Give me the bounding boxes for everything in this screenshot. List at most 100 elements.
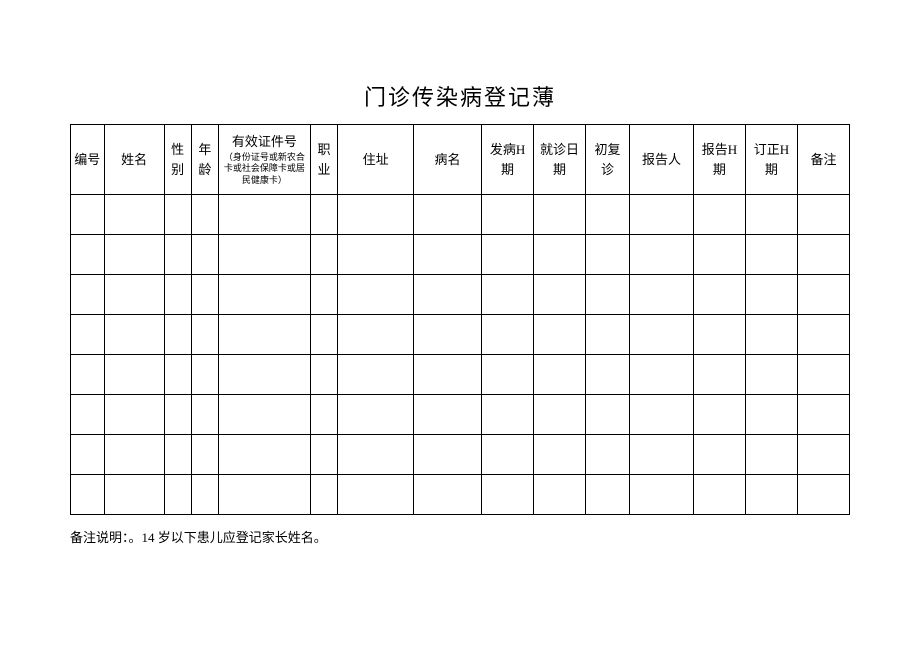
table-cell [104, 435, 164, 475]
table-cell [534, 235, 586, 275]
table-cell [482, 275, 534, 315]
table-cell [534, 435, 586, 475]
table-row [71, 315, 850, 355]
table-cell [534, 355, 586, 395]
table-cell [104, 475, 164, 515]
table-cell [797, 315, 849, 355]
table-cell [693, 275, 745, 315]
table-cell [310, 435, 337, 475]
table-cell [104, 395, 164, 435]
table-cell [745, 195, 797, 235]
table-cell [414, 315, 482, 355]
col-header-idnum: 有效证件号 （身份证号或新农合卡或社会保障卡或居民健康卡） [218, 125, 310, 195]
table-row [71, 475, 850, 515]
table-cell [218, 275, 310, 315]
table-cell [482, 315, 534, 355]
col-header-name: 姓名 [104, 125, 164, 195]
table-cell [104, 315, 164, 355]
table-cell [482, 195, 534, 235]
table-cell [104, 195, 164, 235]
table-cell [104, 235, 164, 275]
table-cell [310, 235, 337, 275]
table-cell [191, 475, 218, 515]
table-cell [797, 395, 849, 435]
table-cell [797, 195, 849, 235]
table-cell [585, 475, 629, 515]
table-cell [693, 475, 745, 515]
table-cell [745, 315, 797, 355]
table-cell [534, 395, 586, 435]
table-cell [629, 395, 693, 435]
table-cell [797, 355, 849, 395]
table-cell [191, 315, 218, 355]
table-cell [310, 355, 337, 395]
table-cell [164, 315, 191, 355]
table-cell [693, 315, 745, 355]
table-cell [338, 355, 414, 395]
col-header-gender: 性别 [164, 125, 191, 195]
table-row [71, 395, 850, 435]
table-cell [693, 395, 745, 435]
table-cell [164, 435, 191, 475]
table-cell [745, 475, 797, 515]
table-cell [104, 355, 164, 395]
table-cell [191, 395, 218, 435]
table-cell [629, 315, 693, 355]
col-header-reporter: 报告人 [629, 125, 693, 195]
table-cell [338, 315, 414, 355]
table-cell [71, 435, 105, 475]
table-cell [71, 395, 105, 435]
page-title: 门诊传染病登记薄 [70, 80, 850, 112]
col-header-onset: 发病H期 [482, 125, 534, 195]
table-cell [482, 435, 534, 475]
table-cell [797, 235, 849, 275]
table-cell [338, 395, 414, 435]
col-header-occupation: 职业 [310, 125, 337, 195]
col-header-address: 住址 [338, 125, 414, 195]
table-cell [164, 235, 191, 275]
table-cell [629, 275, 693, 315]
table-cell [585, 195, 629, 235]
table-cell [218, 395, 310, 435]
table-cell [191, 235, 218, 275]
table-cell [191, 435, 218, 475]
table-cell [310, 275, 337, 315]
table-cell [338, 475, 414, 515]
table-cell [414, 195, 482, 235]
table-cell [797, 435, 849, 475]
col-header-reportdate: 报告H期 [693, 125, 745, 195]
table-cell [534, 195, 586, 235]
table-cell [218, 235, 310, 275]
col-header-remark: 备注 [797, 125, 849, 195]
table-cell [693, 195, 745, 235]
table-cell [482, 355, 534, 395]
table-cell [191, 355, 218, 395]
table-cell [191, 275, 218, 315]
table-cell [71, 275, 105, 315]
table-cell [745, 235, 797, 275]
table-row [71, 195, 850, 235]
table-cell [338, 275, 414, 315]
col-header-visit: 就诊日期 [534, 125, 586, 195]
table-cell [534, 315, 586, 355]
table-cell [693, 435, 745, 475]
register-table: 编号 姓名 性别 年龄 有效证件号 （身份证号或新农合卡或社会保障卡或居民健康卡… [70, 124, 850, 515]
table-cell [310, 315, 337, 355]
table-cell [745, 395, 797, 435]
table-cell [585, 395, 629, 435]
table-cell [164, 195, 191, 235]
table-cell [797, 275, 849, 315]
table-cell [164, 395, 191, 435]
header-row: 编号 姓名 性别 年龄 有效证件号 （身份证号或新农合卡或社会保障卡或居民健康卡… [71, 125, 850, 195]
table-cell [482, 475, 534, 515]
col-header-initial: 初复诊 [585, 125, 629, 195]
table-cell [693, 355, 745, 395]
table-row [71, 355, 850, 395]
table-cell [71, 475, 105, 515]
table-cell [71, 315, 105, 355]
table-cell [534, 475, 586, 515]
table-cell [218, 435, 310, 475]
table-cell [191, 195, 218, 235]
table-cell [629, 235, 693, 275]
table-cell [629, 195, 693, 235]
